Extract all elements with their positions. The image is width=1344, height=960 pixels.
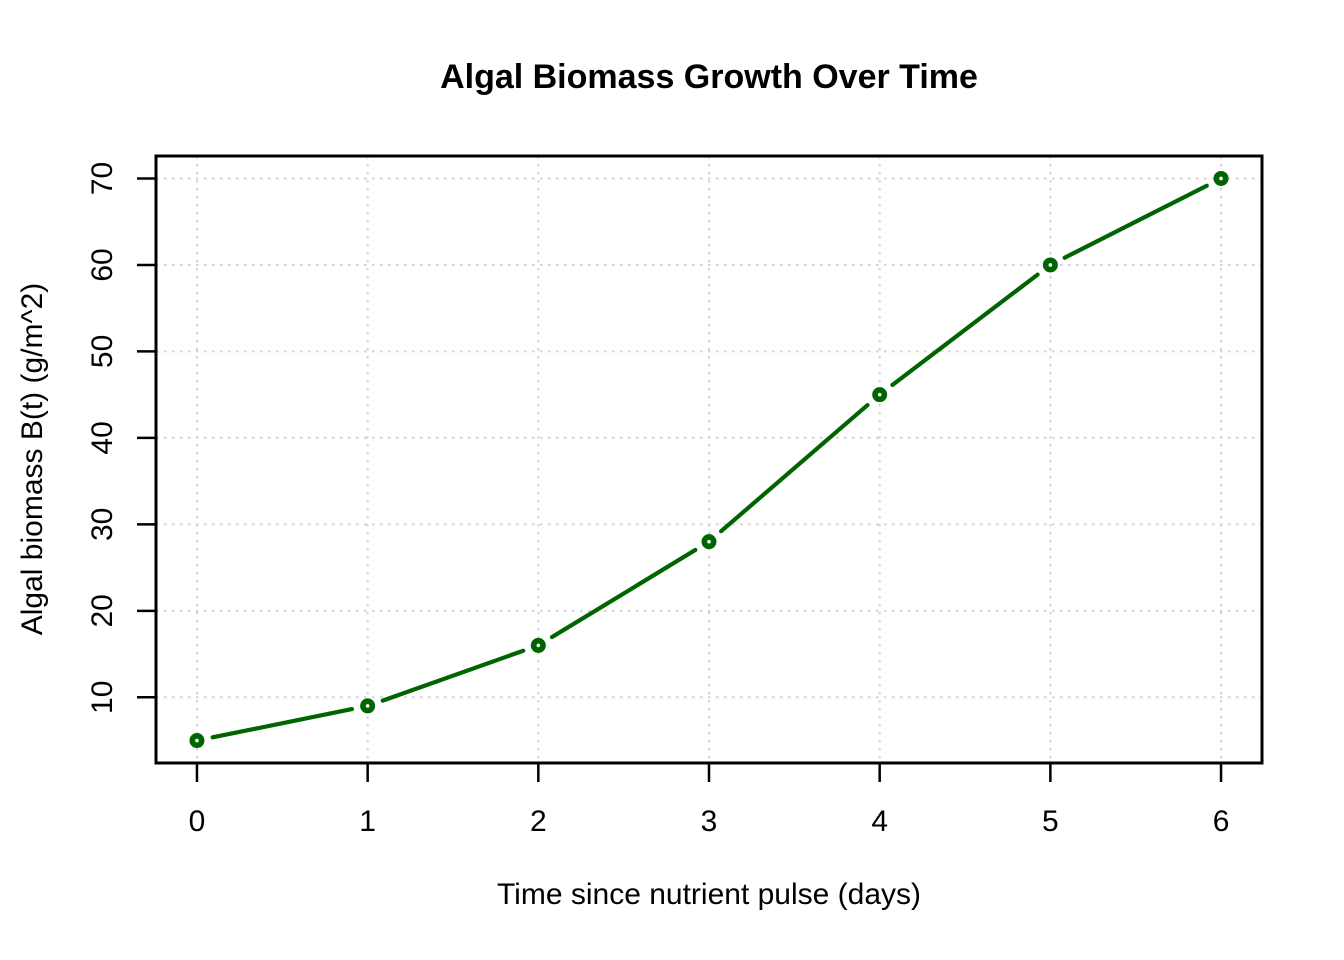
data-point-marker-center — [536, 643, 541, 648]
y-tick-label: 60 — [86, 248, 119, 281]
y-tick-label: 10 — [86, 681, 119, 714]
series-line-segment — [210, 707, 355, 740]
x-tick-label: 2 — [530, 805, 547, 838]
y-tick-label: 40 — [86, 421, 119, 454]
series-line-segment — [719, 402, 870, 534]
data-point-marker-center — [707, 539, 711, 544]
x-tick-label: 3 — [701, 805, 718, 838]
data-point-marker-center — [195, 738, 199, 743]
x-tick-label: 4 — [871, 805, 888, 838]
data-point-marker-center — [365, 704, 370, 708]
plot-box — [154, 154, 1264, 765]
x-tick-label: 5 — [1042, 805, 1059, 838]
y-axis-title: Algal biomass B(t) (g/m^2) — [16, 282, 49, 636]
x-tick-label: 0 — [189, 805, 206, 838]
y-tick-label: 50 — [86, 335, 119, 368]
data-point-marker-center — [1219, 176, 1223, 181]
y-tick-label: 30 — [86, 508, 119, 541]
y-tick-label: 70 — [86, 162, 119, 195]
data-point-marker-center — [877, 392, 882, 397]
series-line-segment — [380, 648, 526, 703]
y-tick-label: 20 — [86, 594, 119, 627]
x-axis-title: Time since nutrient pulse (days) — [496, 878, 922, 911]
series-line-segment — [1062, 183, 1209, 260]
series-line-segment — [890, 272, 1040, 388]
x-tick-label: 6 — [1213, 805, 1230, 838]
chart-title: Algal Biomass Growth Over Time — [440, 58, 978, 96]
series-line-segment — [549, 547, 698, 640]
data-point-marker-center — [1048, 263, 1053, 267]
x-tick-label: 1 — [359, 805, 376, 838]
